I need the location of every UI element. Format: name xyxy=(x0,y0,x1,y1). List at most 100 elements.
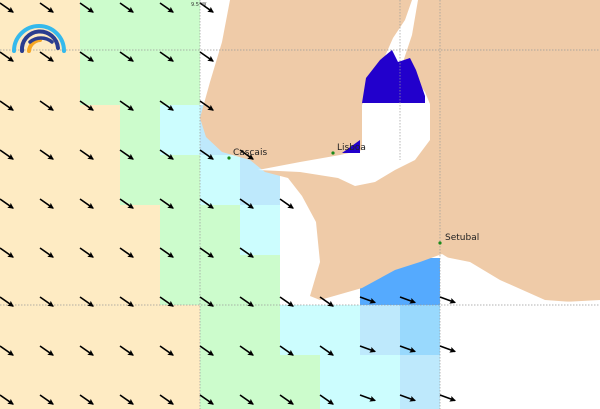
rainbow-arcs-logo xyxy=(12,24,66,53)
wind-arrow-icon xyxy=(199,394,214,405)
wind-arrow-icon xyxy=(359,345,376,353)
wind-arrow-icon xyxy=(159,149,174,160)
wind-arrow-icon xyxy=(199,149,214,160)
wind-arrow-icon xyxy=(399,296,416,304)
wind-arrow-icon xyxy=(119,2,134,13)
wind-arrow-icon xyxy=(79,345,94,356)
place-label: Cascais xyxy=(233,148,267,158)
wind-arrow-icon xyxy=(39,247,54,258)
wind-arrow-icon xyxy=(439,394,456,402)
wind-arrow-icon xyxy=(39,100,54,111)
wind-arrow-icon xyxy=(239,296,254,307)
wind-arrow-icon xyxy=(199,51,214,62)
wind-arrow-icon xyxy=(79,247,94,258)
place-label: Lisboa xyxy=(337,143,366,153)
wind-arrow-icon xyxy=(239,247,254,258)
wind-arrow-icon xyxy=(279,394,294,405)
longitude-label: 9.5°W xyxy=(191,2,206,8)
place-marker xyxy=(331,151,335,155)
wind-arrow-icon xyxy=(79,394,94,405)
estuary-cell xyxy=(342,140,360,153)
wind-arrow-icon xyxy=(239,198,254,209)
wind-arrow-icon xyxy=(159,345,174,356)
wind-arrow-icon xyxy=(119,51,134,62)
wind-arrow-icon xyxy=(79,296,94,307)
wind-arrow-icon xyxy=(399,394,416,402)
wave-cell xyxy=(120,155,200,205)
wind-arrow-icon xyxy=(199,198,214,209)
wave-cell xyxy=(200,405,320,409)
wind-arrow-icon xyxy=(79,149,94,160)
wind-arrow-icon xyxy=(159,198,174,209)
wind-arrow-icon xyxy=(0,149,14,160)
place-marker xyxy=(227,156,231,160)
wind-arrow-icon xyxy=(199,100,214,111)
wind-arrow-icon xyxy=(359,296,376,304)
wind-arrow-icon xyxy=(39,345,54,356)
wind-arrow-icon xyxy=(239,394,254,405)
wind-arrow-icon xyxy=(0,394,14,405)
wave-cell xyxy=(400,305,440,355)
wind-arrow-icon xyxy=(79,100,94,111)
wind-arrow-icon xyxy=(399,345,416,353)
wave-cell xyxy=(0,405,200,409)
wind-arrow-icon xyxy=(439,296,456,304)
wind-arrow-icon xyxy=(119,345,134,356)
wind-arrow-icon xyxy=(0,100,14,111)
wind-arrow-icon xyxy=(159,2,174,13)
wind-arrow-icon xyxy=(119,296,134,307)
wind-arrow-icon xyxy=(319,296,334,307)
wind-arrow-icon xyxy=(0,345,14,356)
wind-arrow-icon xyxy=(319,345,334,356)
wind-arrow-icon xyxy=(39,198,54,209)
wind-arrow-icon xyxy=(119,198,134,209)
wave-cell xyxy=(200,305,280,355)
wind-arrow-icon xyxy=(0,51,14,62)
wind-arrow-icon xyxy=(0,247,14,258)
wind-arrow-icon xyxy=(79,2,94,13)
wave-cell xyxy=(160,105,200,155)
tagus-estuary xyxy=(258,0,430,186)
wind-arrow-icon xyxy=(199,296,214,307)
estuary-cell xyxy=(362,50,425,103)
wind-arrow-icon xyxy=(119,394,134,405)
wave-cell xyxy=(320,405,400,409)
wind-arrow-icon xyxy=(279,345,294,356)
wind-arrow-icon xyxy=(239,149,254,160)
wave-cell xyxy=(160,255,280,305)
wind-arrow-icon xyxy=(119,247,134,258)
wind-arrow-icon xyxy=(39,296,54,307)
wind-arrow-icon xyxy=(79,51,94,62)
wind-arrow-icon xyxy=(119,100,134,111)
place-label: Setubal xyxy=(445,233,479,243)
wave-cell xyxy=(0,205,160,255)
wind-arrow-icon xyxy=(39,51,54,62)
wave-cell xyxy=(0,105,120,155)
wave-cell xyxy=(200,155,240,205)
wave-cell xyxy=(280,305,360,355)
wind-arrow-icon xyxy=(359,394,376,402)
wind-arrow-icon xyxy=(159,100,174,111)
wind-arrow-icon xyxy=(0,2,14,13)
wave-cell xyxy=(0,355,200,405)
wave-cell xyxy=(200,355,320,405)
wind-arrow-icon xyxy=(279,198,294,209)
wind-arrow-icon xyxy=(159,296,174,307)
wave-cell xyxy=(80,0,200,55)
wave-cell xyxy=(0,155,120,205)
wind-arrow-icon xyxy=(39,2,54,13)
wind-arrow-icon xyxy=(159,51,174,62)
wind-arrow-icon xyxy=(159,394,174,405)
wind-arrow-icon xyxy=(0,198,14,209)
wind-arrow-icon xyxy=(439,345,456,353)
wind-arrow-icon xyxy=(39,149,54,160)
wind-arrows xyxy=(0,2,456,405)
wave-cell xyxy=(360,305,400,355)
wave-cell xyxy=(240,205,280,255)
wind-arrow-icon xyxy=(319,394,334,405)
wave-cell xyxy=(320,355,400,405)
wind-arrow-icon xyxy=(199,345,214,356)
